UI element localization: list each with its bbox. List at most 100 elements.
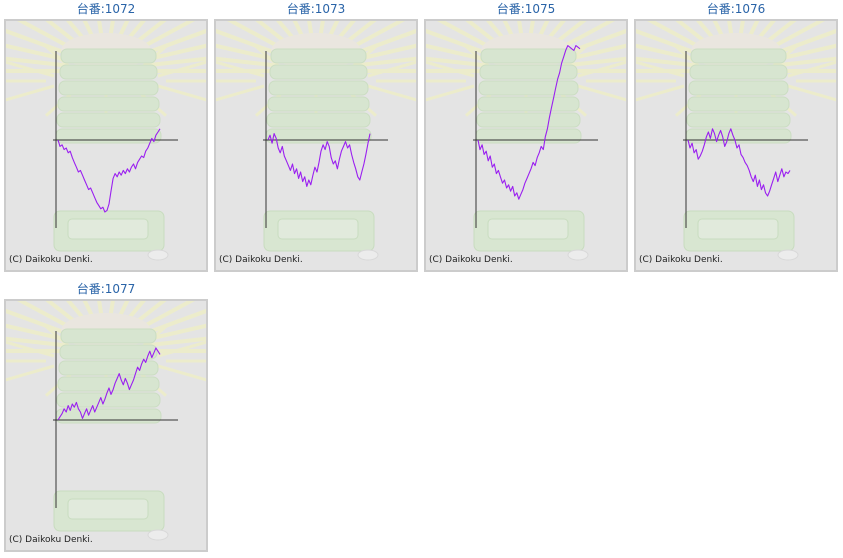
background-ray — [517, 21, 525, 42]
background-ray — [97, 21, 105, 42]
background-tray — [58, 360, 159, 376]
background-coin — [147, 249, 169, 261]
series-line — [687, 128, 791, 197]
background-tray — [59, 344, 158, 360]
chart-title-link[interactable]: 台番:1073 — [286, 2, 346, 16]
chart-title-link[interactable]: 台番:1077 — [76, 282, 136, 296]
background-ray — [292, 21, 307, 44]
background-tray — [690, 48, 787, 64]
series-line — [267, 133, 371, 187]
background-ray — [6, 336, 67, 348]
background-ray — [535, 21, 550, 44]
background-ray — [636, 56, 697, 68]
background-illustration — [426, 21, 626, 261]
background-ray — [107, 301, 115, 322]
background-illustration — [6, 21, 206, 261]
background-tray — [480, 48, 577, 64]
graph-svg — [426, 21, 626, 261]
background-ray — [712, 21, 727, 44]
background-ray — [139, 308, 206, 338]
background-ray — [367, 84, 416, 102]
background-ray — [349, 28, 416, 58]
background-ray — [646, 21, 708, 53]
background-ray — [255, 21, 294, 49]
background-ray — [66, 301, 90, 326]
chart-cell-1077: 台番:1077 (C) Daikoku Denki. — [4, 280, 208, 552]
chart-frame[interactable]: (C) Daikoku Denki. — [4, 299, 208, 552]
background-ray — [565, 56, 626, 68]
background-ray — [636, 43, 700, 63]
background-ray — [6, 60, 55, 78]
background-ray — [82, 21, 97, 44]
background-ray — [216, 28, 283, 58]
background-ray — [527, 21, 535, 42]
background-ray — [6, 340, 55, 358]
background-tray — [56, 392, 161, 408]
chart-cell-1075: 台番:1075 (C) Daikoku Denki. — [424, 0, 628, 272]
background-ray — [16, 21, 78, 53]
background-tray — [686, 112, 791, 128]
background-ray — [122, 21, 146, 46]
copyright-text: (C) Daikoku Denki. — [639, 255, 723, 265]
background-tray — [60, 328, 157, 344]
background-coin — [357, 249, 379, 261]
background-ray — [769, 28, 836, 58]
background-ray — [142, 43, 206, 63]
chart-title-link[interactable]: 台番:1076 — [706, 2, 766, 16]
chart-frame[interactable]: (C) Daikoku Denki. — [634, 19, 838, 272]
background-ray — [737, 21, 745, 42]
background-ray — [97, 301, 105, 322]
chart-title-link[interactable]: 台番:1072 — [76, 2, 136, 16]
background-ray — [325, 21, 340, 44]
background-ray — [758, 21, 797, 49]
background-ray — [45, 301, 84, 329]
background-ray — [157, 364, 206, 382]
background-box-inner — [67, 218, 149, 240]
background-box-inner — [67, 498, 149, 520]
background-ray — [157, 84, 206, 102]
background-ray — [6, 308, 73, 338]
background-tray — [265, 128, 372, 144]
background-ray — [542, 21, 566, 46]
background-ray — [145, 336, 206, 348]
background-tray — [58, 80, 159, 96]
background-ray — [45, 21, 84, 49]
chart-frame[interactable]: (C) Daikoku Denki. — [424, 19, 628, 272]
background-coin — [147, 529, 169, 541]
background-ray — [66, 21, 90, 46]
background-ray — [134, 21, 196, 53]
chart-title-link[interactable]: 台番:1075 — [496, 2, 556, 16]
background-ray — [226, 21, 288, 53]
background-tray — [266, 112, 371, 128]
background-ray — [6, 323, 70, 343]
background-tray — [476, 112, 581, 128]
background-ray — [764, 21, 826, 53]
background-tray — [479, 64, 578, 80]
background-ray — [775, 56, 836, 68]
background-ray — [577, 60, 626, 78]
background-ray — [145, 56, 206, 68]
background-ray — [216, 60, 265, 78]
background-ray — [344, 21, 406, 53]
graph-svg — [6, 301, 206, 541]
chart-frame[interactable]: (C) Daikoku Denki. — [214, 19, 418, 272]
background-ray — [548, 21, 587, 49]
background-ray — [82, 301, 97, 324]
background-ray — [134, 301, 196, 333]
background-ray — [636, 28, 703, 58]
background-ray — [426, 28, 493, 58]
background-ray — [562, 43, 626, 63]
background-ray — [426, 84, 475, 102]
background-ray — [636, 84, 685, 102]
background-ray — [122, 301, 146, 326]
background-tray — [477, 96, 580, 112]
chart-cell-1072: 台番:1072 (C) Daikoku Denki. — [4, 0, 208, 272]
background-ray — [317, 21, 325, 42]
background-tray — [685, 128, 792, 144]
background-ray — [675, 21, 714, 49]
chart-frame[interactable]: (C) Daikoku Denki. — [4, 19, 208, 272]
background-ray — [157, 340, 206, 358]
background-tray — [55, 128, 162, 144]
background-ray — [367, 60, 416, 78]
background-ray — [128, 21, 167, 49]
